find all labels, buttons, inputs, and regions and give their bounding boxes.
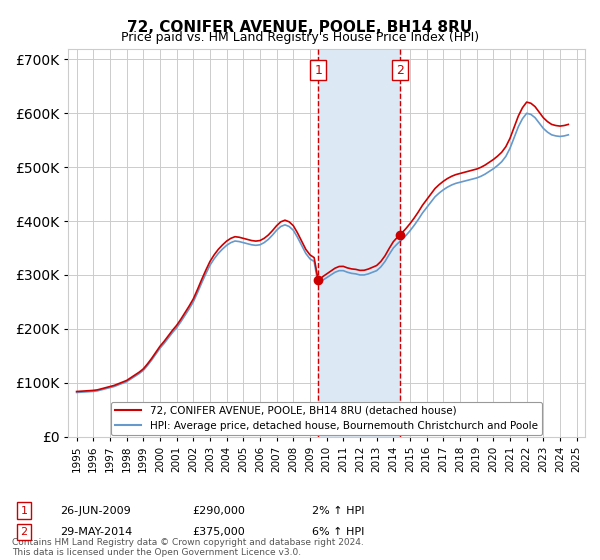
Text: 1: 1: [20, 506, 28, 516]
Text: 2% ↑ HPI: 2% ↑ HPI: [312, 506, 365, 516]
Text: 26-JUN-2009: 26-JUN-2009: [60, 506, 131, 516]
Text: 6% ↑ HPI: 6% ↑ HPI: [312, 527, 364, 537]
Text: £290,000: £290,000: [192, 506, 245, 516]
Text: 1: 1: [314, 64, 322, 77]
Legend: 72, CONIFER AVENUE, POOLE, BH14 8RU (detached house), HPI: Average price, detach: 72, CONIFER AVENUE, POOLE, BH14 8RU (det…: [111, 402, 542, 435]
Text: 72, CONIFER AVENUE, POOLE, BH14 8RU: 72, CONIFER AVENUE, POOLE, BH14 8RU: [127, 20, 473, 35]
Text: 29-MAY-2014: 29-MAY-2014: [60, 527, 132, 537]
Text: £375,000: £375,000: [192, 527, 245, 537]
Text: Price paid vs. HM Land Registry's House Price Index (HPI): Price paid vs. HM Land Registry's House …: [121, 31, 479, 44]
Text: Contains HM Land Registry data © Crown copyright and database right 2024.
This d: Contains HM Land Registry data © Crown c…: [12, 538, 364, 557]
Bar: [318, 49, 400, 437]
Text: 2: 2: [20, 527, 28, 537]
Text: 2: 2: [396, 64, 404, 77]
